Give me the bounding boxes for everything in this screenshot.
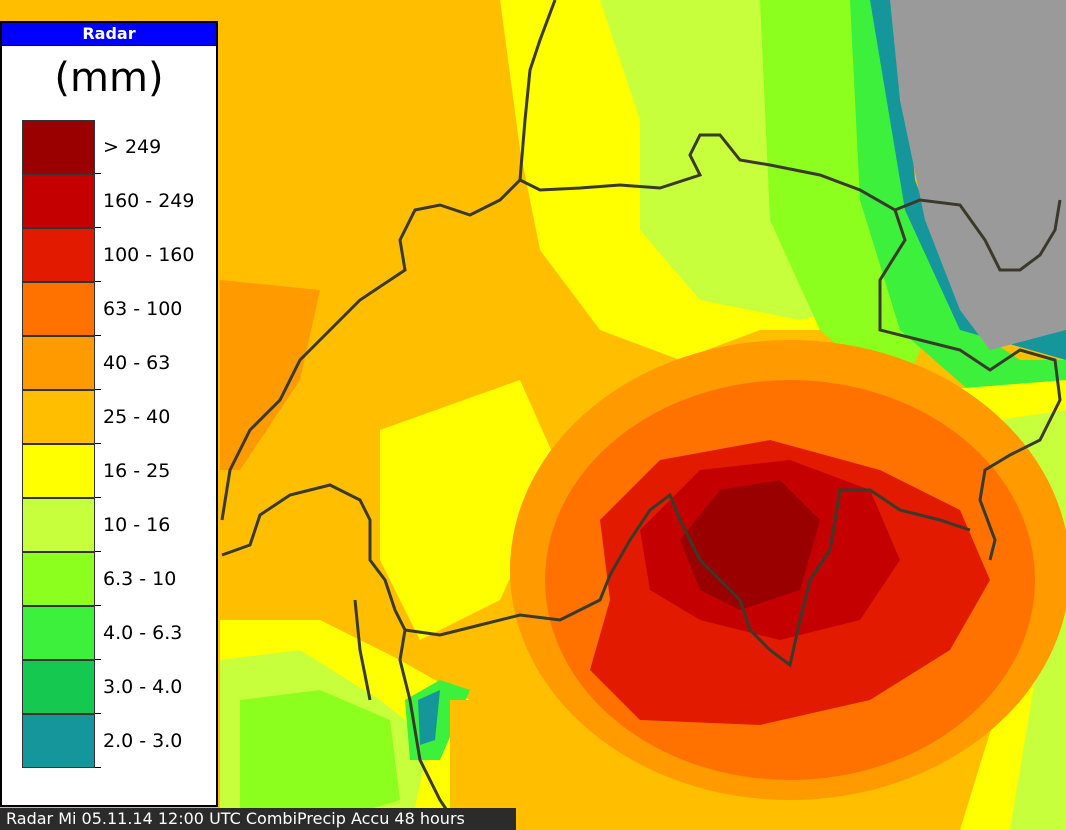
legend-swatch — [22, 606, 95, 660]
legend-swatch — [22, 444, 95, 498]
legend-tick — [95, 281, 101, 282]
legend: Radar (mm) > 249 160 - 249 100 - 160 63 - 1… — [0, 21, 218, 807]
legend-tick — [95, 389, 101, 390]
legend-tick — [95, 551, 101, 552]
legend-label: > 249 — [103, 136, 162, 158]
legend-tick — [95, 497, 101, 498]
legend-title: Radar — [2, 23, 216, 46]
legend-label: 40 - 63 — [103, 352, 171, 374]
legend-label: 3.0 - 4.0 — [103, 676, 183, 698]
legend-tick — [95, 605, 101, 606]
legend-swatch — [22, 390, 95, 444]
legend-label: 6.3 - 10 — [103, 568, 177, 590]
legend-label: 160 - 249 — [103, 190, 195, 212]
legend-row: 10 - 16 — [22, 498, 202, 552]
legend-unit: (mm) — [54, 55, 164, 101]
legend-label: 4.0 - 6.3 — [103, 622, 183, 644]
legend-row: 160 - 249 — [22, 174, 202, 228]
legend-label: 25 - 40 — [103, 406, 171, 428]
legend-label: 63 - 100 — [103, 298, 183, 320]
legend-row: 40 - 63 — [22, 336, 202, 390]
legend-swatch — [22, 282, 95, 336]
legend-row: 16 - 25 — [22, 444, 202, 498]
legend-swatch — [22, 120, 95, 174]
legend-tick — [95, 335, 101, 336]
legend-swatch — [22, 228, 95, 282]
legend-rows: > 249 160 - 249 100 - 160 63 - 100 40 - 63 25… — [22, 120, 202, 768]
legend-swatch — [22, 498, 95, 552]
legend-tick — [95, 443, 101, 444]
legend-row: > 249 — [22, 120, 202, 174]
legend-swatch — [22, 174, 95, 228]
legend-row: 100 - 160 — [22, 228, 202, 282]
legend-row: 25 - 40 — [22, 390, 202, 444]
legend-label: 100 - 160 — [103, 244, 195, 266]
footer-caption: Radar Mi 05.11.14 12:00 UTC CombiPrecip … — [0, 808, 516, 830]
legend-tick — [95, 659, 101, 660]
legend-row: 3.0 - 4.0 — [22, 660, 202, 714]
legend-tick — [95, 767, 101, 768]
legend-tick — [95, 713, 101, 714]
legend-swatch — [22, 336, 95, 390]
legend-swatch — [22, 714, 95, 768]
legend-row: 63 - 100 — [22, 282, 202, 336]
legend-row: 2.0 - 3.0 — [22, 714, 202, 768]
legend-label: 16 - 25 — [103, 460, 171, 482]
legend-tick — [95, 227, 101, 228]
legend-tick — [95, 173, 101, 174]
legend-swatch — [22, 552, 95, 606]
legend-row: 4.0 - 6.3 — [22, 606, 202, 660]
legend-row: 6.3 - 10 — [22, 552, 202, 606]
legend-label: 2.0 - 3.0 — [103, 730, 183, 752]
legend-swatch — [22, 660, 95, 714]
legend-label: 10 - 16 — [103, 514, 171, 536]
